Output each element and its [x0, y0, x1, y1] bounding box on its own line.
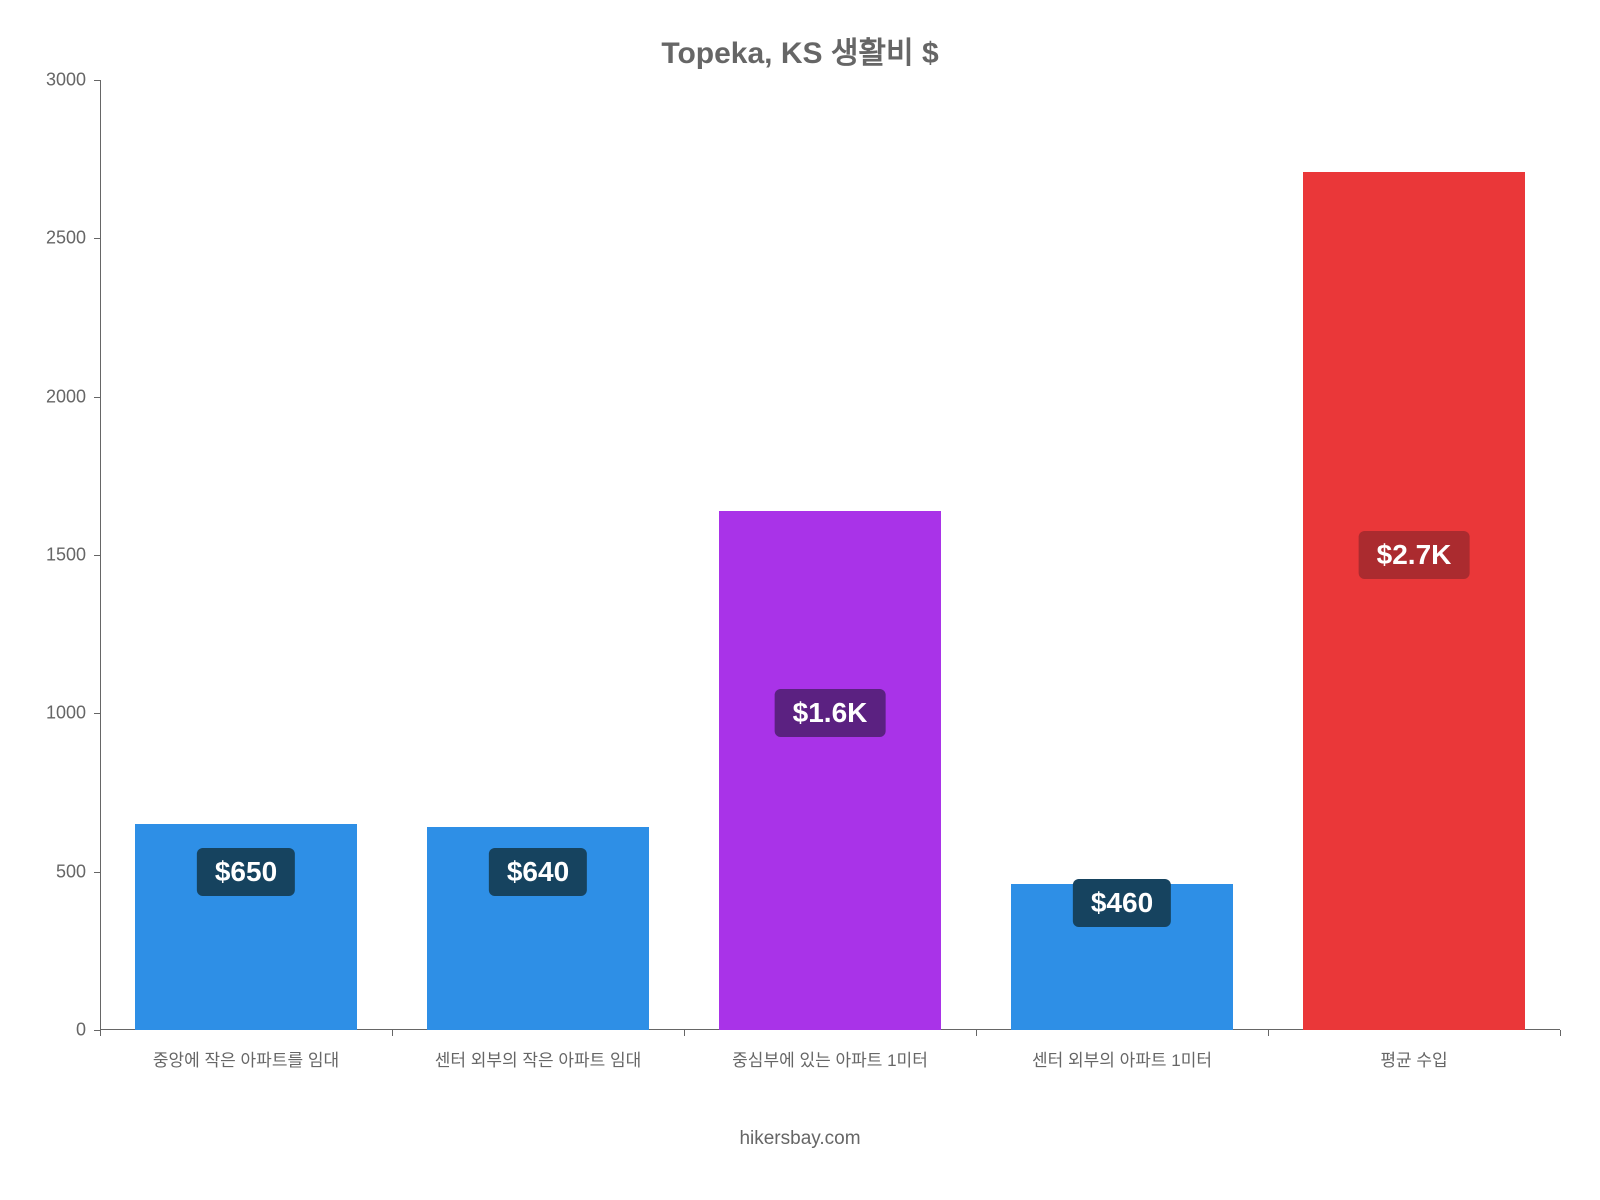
y-tick-label: 2000 — [46, 386, 100, 407]
plot-area: $650$640$1.6K$460$2.7K 05001000150020002… — [100, 80, 1560, 1030]
y-tick-mark — [94, 713, 100, 714]
x-tick-mark — [1560, 1030, 1561, 1036]
y-tick-label: 1500 — [46, 545, 100, 566]
bar-value-label: $460 — [1073, 879, 1171, 927]
x-tick-mark — [976, 1030, 977, 1036]
y-tick-mark — [94, 555, 100, 556]
y-tick-mark — [94, 238, 100, 239]
y-tick-mark — [94, 872, 100, 873]
chart-container: Topeka, KS 생활비 $ $650$640$1.6K$460$2.7K … — [0, 0, 1600, 1200]
x-category-label: 중앙에 작은 아파트를 임대 — [153, 1030, 339, 1071]
bar-value-label: $640 — [489, 848, 587, 896]
x-tick-mark — [1268, 1030, 1269, 1036]
y-tick-mark — [94, 80, 100, 81]
chart-title: Topeka, KS 생활비 $ — [0, 28, 1600, 72]
y-tick-label: 1000 — [46, 703, 100, 724]
x-category-label: 중심부에 있는 아파트 1미터 — [732, 1030, 928, 1071]
bars-layer: $650 $640 $1.6K $460 $2.7K — [100, 80, 1560, 1030]
bar-value-label: $650 — [197, 848, 295, 896]
bar — [1303, 172, 1525, 1030]
bar — [719, 511, 941, 1030]
y-tick-mark — [94, 397, 100, 398]
x-category-label: 평균 수입 — [1380, 1030, 1447, 1071]
x-category-label: 센터 외부의 작은 아파트 임대 — [435, 1030, 642, 1071]
bar-value-label: $2.7K — [1359, 531, 1470, 579]
x-tick-mark — [100, 1030, 101, 1036]
x-tick-mark — [392, 1030, 393, 1036]
bar-value-label: $1.6K — [775, 689, 886, 737]
x-tick-mark — [684, 1030, 685, 1036]
x-category-label: 센터 외부의 아파트 1미터 — [1032, 1030, 1212, 1071]
chart-footer: hikersbay.com — [0, 1128, 1600, 1150]
y-tick-label: 2500 — [46, 228, 100, 249]
y-tick-label: 3000 — [46, 70, 100, 91]
